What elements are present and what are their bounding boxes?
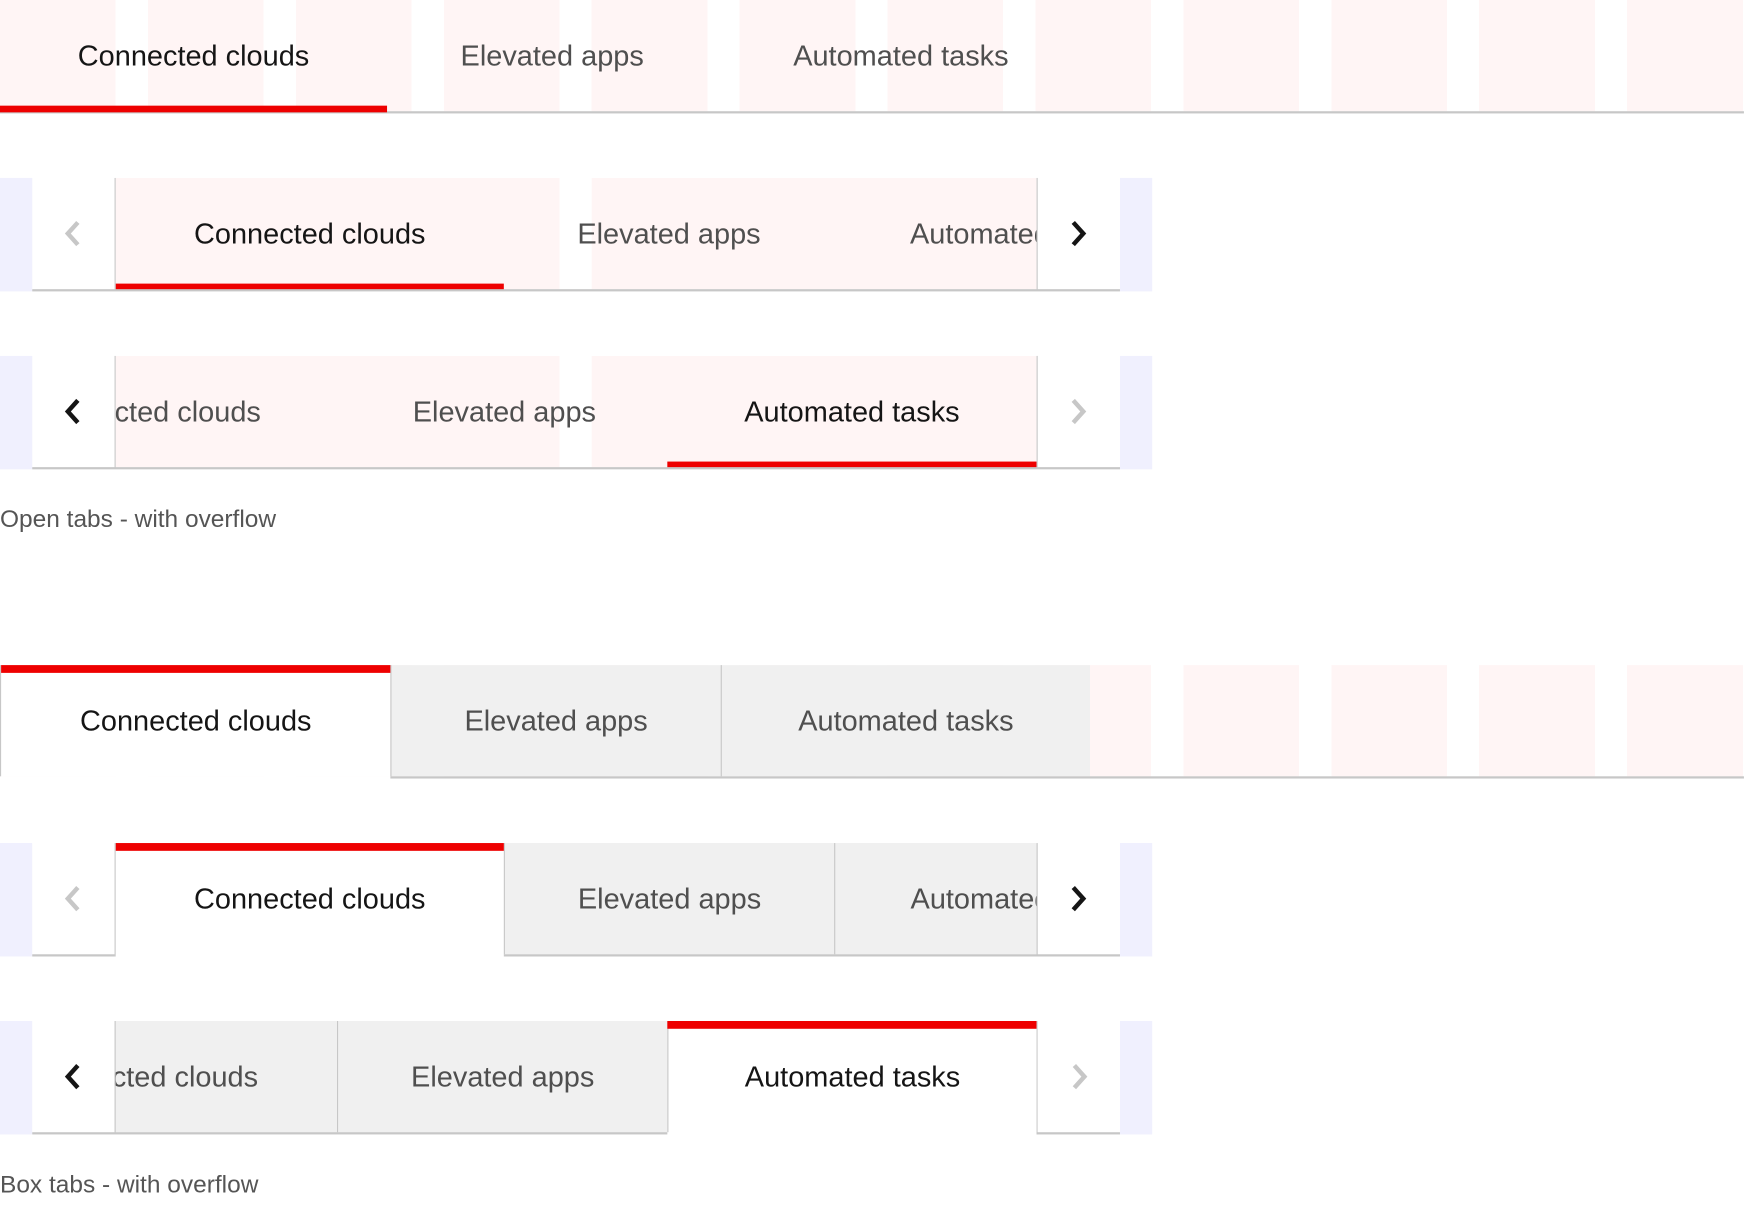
tab-connected-clouds[interactable]: Connected clouds — [0, 665, 391, 777]
tab-label: Automated tasks — [910, 881, 1037, 915]
tab-connected-clouds[interactable]: Connected clouds — [0, 0, 387, 111]
box-tabs-overflow-start: Connected clouds Elevated apps Automated… — [0, 843, 1153, 957]
scroll-right-button[interactable] — [1037, 178, 1119, 289]
tab-connected-clouds[interactable]: Connected clouds — [116, 178, 504, 289]
tab-elevated-apps[interactable]: Elevated apps — [390, 665, 721, 777]
scroll-left-button[interactable] — [32, 178, 114, 289]
caption-open-tabs: Open tabs - with overflow — [0, 504, 277, 533]
scroll-right-button[interactable] — [1037, 1020, 1120, 1133]
tabs-border — [0, 111, 1744, 114]
tab-label: Elevated apps — [577, 881, 762, 915]
tab-automated-tasks[interactable]: Automated tasks — [834, 178, 1037, 289]
chevron-left-icon — [64, 220, 80, 247]
tab-automated-tasks[interactable]: Automated tasks — [667, 1020, 1037, 1133]
tab-automated-tasks[interactable]: Automated tasks — [717, 0, 1084, 111]
tab-elevated-apps[interactable]: Elevated apps — [387, 0, 717, 111]
tab-label: Connected clouds — [77, 38, 310, 72]
tab-label: Elevated apps — [464, 703, 648, 737]
open-tabs-full: Connected clouds Elevated apps Automated… — [0, 0, 1744, 114]
chevron-left-icon — [64, 398, 80, 425]
tab-elevated-apps[interactable]: Elevated apps — [336, 1020, 668, 1133]
chevron-right-icon — [1072, 1063, 1088, 1090]
scroll-left-button[interactable] — [32, 1020, 115, 1133]
scroll-right-button[interactable] — [1037, 843, 1119, 954]
tab-label: Automated tasks — [798, 703, 1014, 737]
tab-label: Automated tasks — [744, 1059, 961, 1093]
chevron-right-icon — [1071, 886, 1087, 912]
chevron-right-icon — [1071, 398, 1087, 425]
tab-label: Automated tasks — [793, 38, 1009, 72]
grid-overlay — [0, 0, 1744, 112]
chevron-right-icon — [1071, 220, 1087, 247]
tab-label: Automated tasks — [909, 216, 1037, 250]
box-tabs-overflow-end: Connected clouds Elevated apps Automated… — [0, 1020, 1153, 1135]
tab-label: Automated tasks — [744, 394, 960, 428]
tab-automated-tasks[interactable]: Automated tasks — [667, 356, 1036, 467]
tab-connected-clouds[interactable]: Connected clouds — [114, 1020, 337, 1133]
caption-box-tabs: Box tabs - with overflow — [0, 1170, 259, 1198]
tab-automated-tasks[interactable]: Automated tasks — [834, 843, 1037, 955]
chevron-left-icon — [64, 886, 80, 912]
open-tabs-overflow-start: Connected clouds Elevated apps Automated… — [0, 177, 1153, 292]
tab-label: Connected clouds — [193, 881, 426, 915]
tab-elevated-apps[interactable]: Elevated apps — [503, 843, 835, 955]
tab-label: Elevated apps — [460, 38, 644, 72]
tab-connected-clouds[interactable]: Connected clouds — [115, 843, 504, 955]
active-indicator — [0, 105, 388, 113]
tab-label: Connected clouds — [114, 394, 261, 428]
tab-label: Connected clouds — [115, 1059, 259, 1093]
scroll-left-button[interactable] — [32, 843, 115, 955]
tab-automated-tasks[interactable]: Automated tasks — [720, 665, 1090, 777]
tab-elevated-apps[interactable]: Elevated apps — [504, 178, 834, 289]
tab-label: Elevated apps — [577, 216, 761, 250]
chevron-left-icon — [64, 1063, 80, 1090]
tab-label: Connected clouds — [79, 703, 312, 737]
tab-label: Elevated apps — [411, 1059, 595, 1093]
tab-label: Elevated apps — [412, 394, 597, 428]
scroll-left-button[interactable] — [32, 356, 114, 467]
tab-label: Connected clouds — [193, 216, 426, 250]
open-tabs-overflow-end: Connected clouds Elevated apps Automated… — [0, 355, 1153, 470]
box-tabs-full: Connected clouds Elevated apps Automated… — [0, 665, 1744, 779]
scroll-right-button[interactable] — [1037, 356, 1119, 467]
tab-connected-clouds[interactable]: Connected clouds — [115, 356, 340, 467]
tab-elevated-apps[interactable]: Elevated apps — [339, 356, 669, 467]
